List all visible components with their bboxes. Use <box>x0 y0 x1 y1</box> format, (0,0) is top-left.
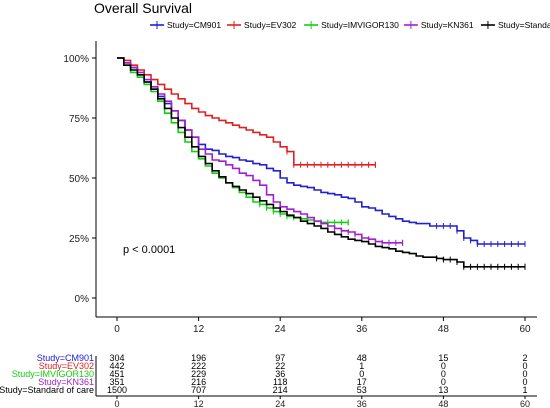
x-axis: 0 12 24 36 48 60 <box>96 316 537 335</box>
x-tick-label: 0 <box>114 324 120 335</box>
series-line <box>117 57 376 166</box>
risk-cell: 15 <box>438 353 448 363</box>
risk-cell: 214 <box>273 385 288 395</box>
risk-cell: 53 <box>357 385 367 395</box>
risk-cell: 0 <box>359 369 364 379</box>
risk-row-label: Study=CM901 <box>37 353 94 363</box>
risk-cell: 1 <box>359 361 364 371</box>
y-tick-label: 100% <box>63 54 89 65</box>
risk-cell: 0 <box>441 369 446 379</box>
risk-cell: 118 <box>273 377 287 387</box>
risk-x-tick-label: 36 <box>357 399 367 408</box>
risk-row-label: Study=IMVIGOR130 <box>12 369 94 379</box>
x-tick-label: 24 <box>275 324 287 335</box>
x-tick-label: 36 <box>356 324 368 335</box>
y-tick-label: 75% <box>69 114 89 125</box>
x-tick-label: 48 <box>438 324 450 335</box>
risk-cell: 229 <box>191 369 206 379</box>
risk-cell: 216 <box>191 377 206 387</box>
chart-title: Overall Survival <box>94 0 192 16</box>
risk-cell: 304 <box>109 353 124 363</box>
legend-label: Study=Standard of care <box>498 20 550 30</box>
risk-row-label: Study=EV302 <box>39 361 94 371</box>
risk-cell: 451 <box>109 369 124 379</box>
risk-cell: 0 <box>522 377 527 387</box>
risk-cell: 1500 <box>107 385 127 395</box>
risk-cell: 707 <box>191 385 206 395</box>
series-line <box>117 57 525 268</box>
risk-table: Study=CM901 304 196 97 48 15 2 Study=EV302 442 22… <box>0 353 528 395</box>
risk-cell: 36 <box>275 369 285 379</box>
legend-label: Study=EV302 <box>244 20 296 30</box>
x-tick-label: 12 <box>193 324 205 335</box>
risk-cell: 0 <box>522 361 527 371</box>
legend-label: Study=IMVIGOR130 <box>321 20 399 30</box>
risk-table-x-axis: 0 12 24 36 48 60 <box>95 356 537 408</box>
risk-cell: 17 <box>357 377 367 387</box>
risk-cell: 0 <box>522 369 527 379</box>
risk-cell: 351 <box>109 377 124 387</box>
legend-label: Study=KN361 <box>421 20 474 30</box>
risk-cell: 2 <box>522 353 527 363</box>
risk-cell: 97 <box>275 353 285 363</box>
risk-row-label: Study=Standard of care <box>0 385 94 395</box>
risk-x-tick-label: 24 <box>275 399 285 408</box>
risk-cell: 22 <box>275 361 285 371</box>
risk-cell: 0 <box>441 377 446 387</box>
risk-cell: 48 <box>357 353 367 363</box>
x-tick-label: 60 <box>519 324 531 335</box>
plot-area <box>117 57 526 270</box>
risk-x-tick-label: 12 <box>194 399 204 408</box>
risk-row-label: Study=KN361 <box>38 377 94 387</box>
legend: Study=CM901 Study=EV302 Study=IMVIGOR130 St… <box>150 20 550 30</box>
risk-x-tick-label: 0 <box>114 399 119 408</box>
risk-cell: 222 <box>191 361 206 371</box>
risk-cell: 442 <box>109 361 124 371</box>
risk-cell: 196 <box>191 353 206 363</box>
risk-x-tick-label: 60 <box>520 399 530 408</box>
y-tick-label: 50% <box>69 174 89 185</box>
y-axis: 0% 25% 50% 75% 100% <box>63 41 97 317</box>
p-value-annotation: p < 0.0001 <box>123 244 175 256</box>
series-line <box>117 57 525 245</box>
risk-cell: 1 <box>522 385 527 395</box>
y-tick-label: 25% <box>69 234 89 245</box>
risk-cell: 13 <box>438 385 448 395</box>
risk-x-tick-label: 48 <box>438 399 448 408</box>
series-line <box>117 57 403 244</box>
legend-label: Study=CM901 <box>167 20 221 30</box>
y-tick-label: 0% <box>75 294 90 305</box>
risk-cell: 0 <box>441 361 446 371</box>
